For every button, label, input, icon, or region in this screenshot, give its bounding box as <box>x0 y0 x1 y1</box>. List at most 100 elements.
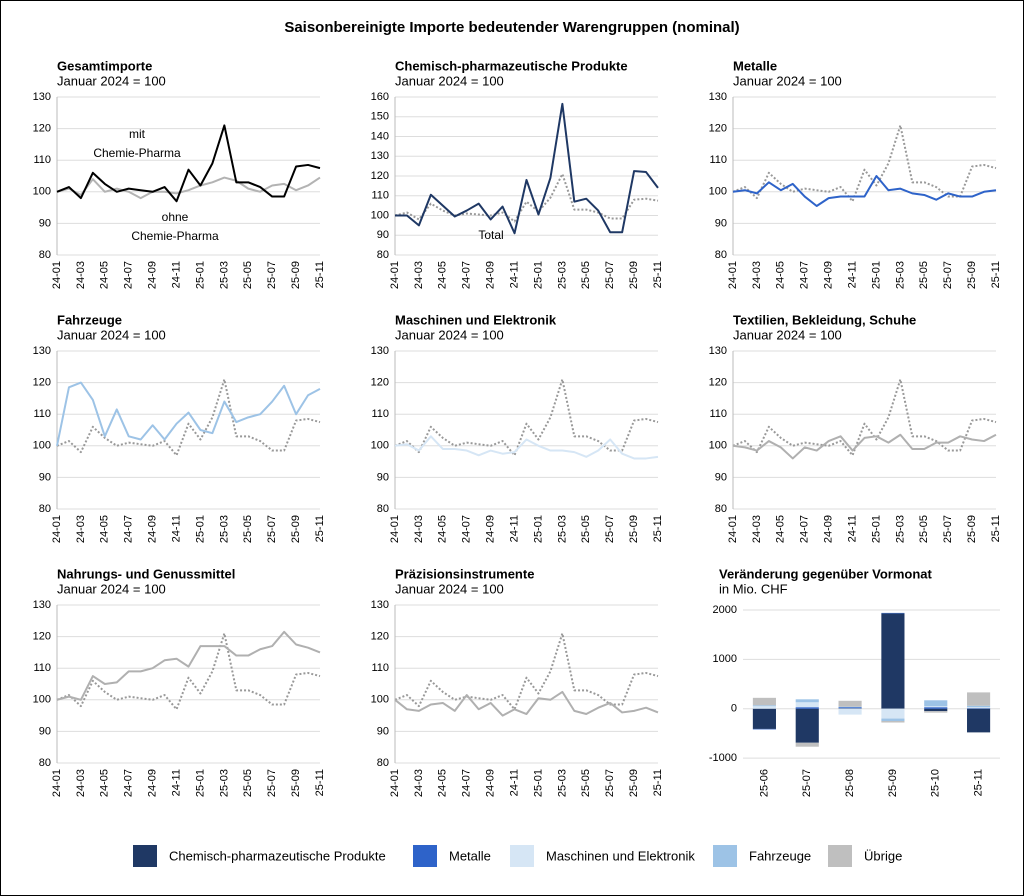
x-tick-label: 24-01 <box>727 261 739 289</box>
y-tick-label: 90 <box>715 471 727 483</box>
y-tick-label: 140 <box>371 130 389 142</box>
y-tick-label: 130 <box>371 150 389 162</box>
x-tick-label: 25-01 <box>532 515 544 543</box>
legend-swatch <box>413 845 437 867</box>
x-tick-label: 24-11 <box>508 515 520 542</box>
y-tick-label: 90 <box>39 725 51 737</box>
line <box>732 378 997 457</box>
y-tick-label: 110 <box>33 154 51 166</box>
x-tick-label: 25-05 <box>242 261 254 289</box>
x-tick-label: 25-09 <box>290 515 302 543</box>
x-tick-label: 24-11 <box>846 261 858 288</box>
bar <box>795 707 819 709</box>
x-tick-label: 25-07 <box>604 261 616 289</box>
legend-swatch <box>133 845 157 867</box>
x-tick-label: 24-07 <box>461 515 473 543</box>
x-tick-label: 24-03 <box>413 261 425 289</box>
legend-label: Maschinen und Elektronik <box>546 848 695 863</box>
bar <box>752 706 776 709</box>
y-tick-label: 80 <box>715 503 727 515</box>
bar <box>838 707 862 709</box>
y-tick-label: 110 <box>371 190 389 202</box>
x-tick-label: 25-01 <box>532 261 544 289</box>
y-tick-label: 100 <box>371 440 389 452</box>
panel-title: Präzisionsinstrumente <box>395 566 534 581</box>
line <box>394 690 659 717</box>
x-tick-label: 25-09 <box>966 515 978 543</box>
x-tick-label: 24-09 <box>485 515 497 543</box>
y-tick-label: 90 <box>377 471 389 483</box>
x-tick-label: 24-09 <box>823 515 835 543</box>
x-tick-label: 25-09 <box>628 769 640 797</box>
x-tick-label: 24-07 <box>461 261 473 289</box>
y-tick-label: 130 <box>371 599 389 611</box>
y-tick-label: 80 <box>39 757 51 769</box>
x-tick-label: 25-11 <box>990 261 1002 288</box>
bar <box>967 705 991 708</box>
line <box>394 435 659 460</box>
bar <box>924 706 948 708</box>
x-tick-label: 24-03 <box>413 515 425 543</box>
x-tick-label: 25-03 <box>218 769 230 797</box>
x-tick-label: 25-05 <box>580 769 592 797</box>
line <box>56 378 321 457</box>
y-tick-label: 130 <box>33 91 51 103</box>
y-tick-label: 110 <box>33 662 51 674</box>
bar <box>838 700 862 707</box>
line <box>56 630 321 701</box>
x-tick-label: 24-01 <box>389 769 401 797</box>
x-tick-label: 24-01 <box>727 515 739 543</box>
x-tick-label: 25-07 <box>604 769 616 797</box>
bar <box>795 742 819 747</box>
y-tick-label: 130 <box>709 345 727 357</box>
panel-subtitle: Januar 2024 = 100 <box>733 73 842 88</box>
x-tick-label: 25-05 <box>242 515 254 543</box>
y-tick-label: 110 <box>371 408 389 420</box>
x-tick-label: 25-03 <box>556 769 568 797</box>
y-tick-label: 150 <box>371 111 389 123</box>
line <box>394 378 659 457</box>
x-tick-label: 25-11 <box>314 261 326 288</box>
x-tick-label: 24-03 <box>751 261 763 289</box>
bar <box>967 692 991 706</box>
x-tick-label: 24-09 <box>147 515 159 543</box>
x-tick-label: 24-01 <box>51 261 63 289</box>
x-tick-label: 24-05 <box>437 515 449 543</box>
panel-title: Metalle <box>733 58 777 73</box>
y-tick-label: 110 <box>33 408 51 420</box>
panel-subtitle: Januar 2024 = 100 <box>395 73 504 88</box>
x-tick-label: 25-01 <box>870 515 882 543</box>
x-tick-label: 25-09 <box>966 261 978 289</box>
y-tick-label: 120 <box>371 170 389 182</box>
x-tick-label: 24-11 <box>170 261 182 288</box>
y-tick-label: 130 <box>371 345 389 357</box>
annotation: mit <box>129 127 146 141</box>
x-tick-label: 24-11 <box>846 515 858 542</box>
bar <box>795 702 819 708</box>
x-tick-label: 24-03 <box>75 769 87 797</box>
x-tick-label: 25-09 <box>628 261 640 289</box>
y-tick-label: 1000 <box>713 653 737 665</box>
y-tick-label: 120 <box>33 631 51 643</box>
x-tick-label: 24-07 <box>461 769 473 797</box>
x-tick-label: 24-05 <box>99 515 111 543</box>
legend-swatch <box>828 845 852 867</box>
x-tick-label: 24-05 <box>775 515 787 543</box>
x-tick-label: 25-07 <box>266 515 278 543</box>
x-tick-label: 24-07 <box>799 261 811 289</box>
x-tick-label: 24-09 <box>823 261 835 289</box>
x-tick-label: 25-11 <box>652 261 664 288</box>
bar <box>752 697 776 706</box>
bar <box>924 700 948 707</box>
x-tick-label: 24-09 <box>147 261 159 289</box>
panel-subtitle: Januar 2024 = 100 <box>733 327 842 342</box>
x-tick-label: 24-05 <box>99 261 111 289</box>
x-tick-label: 24-05 <box>437 769 449 797</box>
line <box>56 176 321 200</box>
x-tick-label: 25-05 <box>918 515 930 543</box>
legend-label: Übrige <box>864 848 902 863</box>
x-tick-label: 25-11 <box>972 769 984 796</box>
bar <box>881 613 905 709</box>
